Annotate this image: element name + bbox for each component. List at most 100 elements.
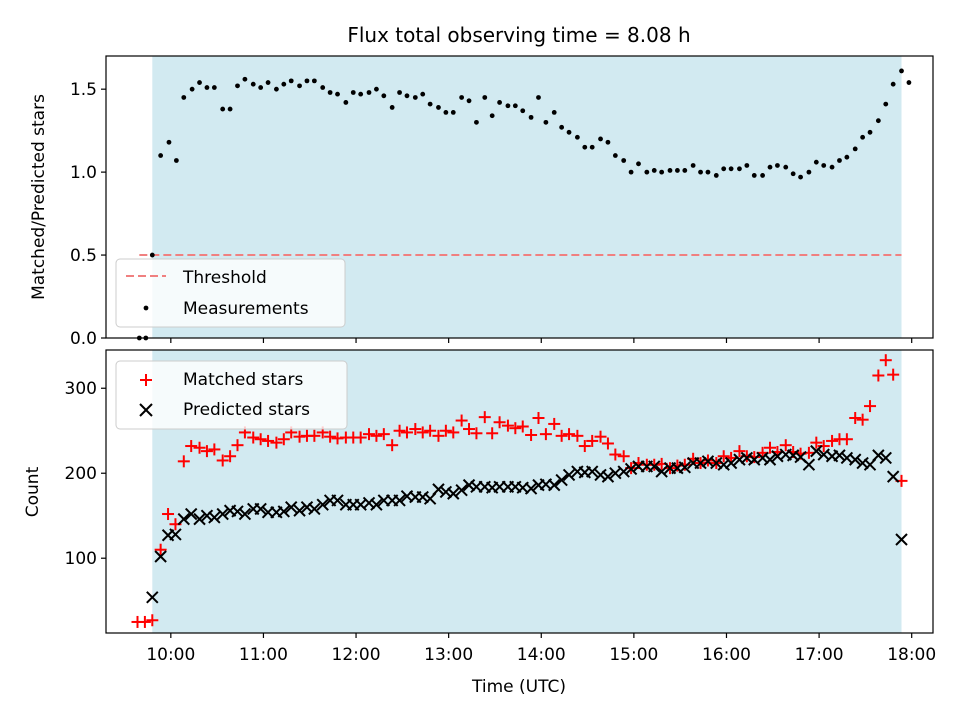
measurement-point bbox=[466, 98, 472, 104]
predicted-star-point bbox=[694, 456, 707, 470]
matched-star-point bbox=[539, 428, 552, 441]
x-tick-label: 14:00 bbox=[517, 645, 566, 665]
predicted-star-point bbox=[717, 458, 730, 471]
measurement-point bbox=[181, 95, 187, 100]
matched-star-point bbox=[424, 424, 437, 437]
measurement-point bbox=[358, 91, 364, 97]
measurement-point bbox=[474, 119, 479, 125]
measurement-point bbox=[350, 90, 356, 95]
measurement-point bbox=[760, 173, 765, 178]
matched-star-point bbox=[578, 440, 591, 453]
matched-star-point bbox=[447, 426, 460, 439]
matched-star-point bbox=[231, 439, 244, 452]
measurement-point bbox=[883, 101, 889, 107]
measurement-point bbox=[420, 91, 426, 97]
measurement-point bbox=[737, 166, 742, 172]
predicted-star-point bbox=[562, 468, 576, 482]
measurement-point bbox=[505, 103, 511, 109]
predicted-star-point bbox=[447, 487, 460, 500]
measurement-point bbox=[497, 100, 502, 105]
measurement-point bbox=[450, 110, 456, 115]
matched-star-point bbox=[154, 543, 167, 556]
measurement-point bbox=[412, 95, 418, 100]
measurement-point bbox=[427, 101, 433, 107]
matched-star-point bbox=[138, 615, 151, 628]
measurement-point bbox=[783, 164, 789, 170]
matched-star-point bbox=[409, 423, 422, 436]
measurement-point bbox=[489, 113, 495, 119]
matched-star-point bbox=[432, 429, 445, 442]
matched-stars-points bbox=[131, 354, 908, 628]
y-tick-label: 200 bbox=[65, 464, 97, 484]
measurement-point bbox=[397, 90, 402, 95]
matched-star-point bbox=[463, 423, 476, 436]
measurement-point bbox=[790, 171, 796, 177]
matched-star-point bbox=[817, 440, 830, 453]
measurement-point bbox=[536, 95, 541, 100]
measurement-point bbox=[612, 153, 618, 158]
matched-star-point bbox=[386, 439, 399, 452]
predicted-star-point bbox=[555, 473, 568, 487]
measurement-point bbox=[628, 169, 634, 175]
measurement-point bbox=[767, 164, 773, 170]
measurement-point bbox=[258, 85, 264, 90]
predicted-star-point bbox=[756, 451, 769, 465]
x-tick-label: 12:00 bbox=[332, 645, 381, 665]
matched-star-point bbox=[146, 614, 159, 627]
measurement-point bbox=[343, 100, 349, 105]
legend-predicted-swatch bbox=[139, 403, 153, 417]
predicted-star-point bbox=[200, 509, 214, 522]
matched-star-point bbox=[455, 414, 468, 427]
predicted-star-point bbox=[585, 465, 599, 478]
matched-star-point bbox=[864, 400, 877, 413]
matched-star-point bbox=[516, 420, 529, 433]
top-legend: Threshold Measurements bbox=[115, 258, 346, 328]
matched-star-point bbox=[185, 440, 198, 453]
predicted-star-point bbox=[895, 533, 908, 546]
matched-star-point bbox=[416, 426, 429, 439]
measurement-point bbox=[852, 146, 858, 152]
measurement-point bbox=[566, 129, 572, 135]
predicted-star-point bbox=[254, 502, 267, 516]
matched-star-point bbox=[525, 428, 538, 441]
measurement-point bbox=[559, 124, 565, 130]
top-panel: Flux total observing time = 8.08 h 0.00.… bbox=[29, 23, 934, 349]
matched-star-point bbox=[478, 411, 491, 424]
matched-star-point bbox=[601, 437, 614, 450]
measurement-point bbox=[436, 105, 441, 110]
predicted-star-point bbox=[370, 498, 383, 511]
measurement-point bbox=[813, 159, 819, 165]
matched-star-point bbox=[501, 419, 514, 432]
measurement-point bbox=[389, 105, 395, 110]
top-y-axis-label: Matched/Predicted stars bbox=[29, 94, 49, 300]
measurement-point bbox=[166, 139, 172, 145]
measurement-point bbox=[821, 163, 827, 168]
measurement-point bbox=[589, 144, 595, 150]
matched-star-point bbox=[555, 429, 568, 442]
measurement-point bbox=[682, 168, 688, 173]
predicted-star-point bbox=[154, 550, 167, 563]
predicted-star-point bbox=[548, 478, 561, 492]
predicted-stars-points bbox=[146, 444, 908, 604]
measurement-point bbox=[899, 68, 904, 74]
y-tick-label: 300 bbox=[65, 379, 97, 399]
y-tick-label: 0.0 bbox=[70, 329, 97, 349]
matched-star-point bbox=[470, 427, 483, 440]
measurement-point bbox=[220, 106, 226, 112]
matched-star-point bbox=[224, 450, 237, 463]
matched-star-point bbox=[493, 416, 506, 429]
x-tick-label: 15:00 bbox=[609, 645, 658, 665]
matched-star-point bbox=[840, 433, 853, 446]
predicted-star-point bbox=[238, 507, 252, 521]
matched-star-point bbox=[193, 441, 206, 454]
measurement-point bbox=[197, 80, 202, 85]
matched-star-point bbox=[748, 451, 761, 464]
matched-star-point bbox=[308, 429, 321, 442]
predicted-star-point bbox=[416, 490, 429, 504]
measurement-point bbox=[288, 78, 294, 84]
matched-star-point bbox=[856, 413, 869, 426]
measurement-point bbox=[690, 163, 696, 168]
measurement-point bbox=[149, 252, 155, 258]
matched-star-point bbox=[849, 411, 862, 424]
